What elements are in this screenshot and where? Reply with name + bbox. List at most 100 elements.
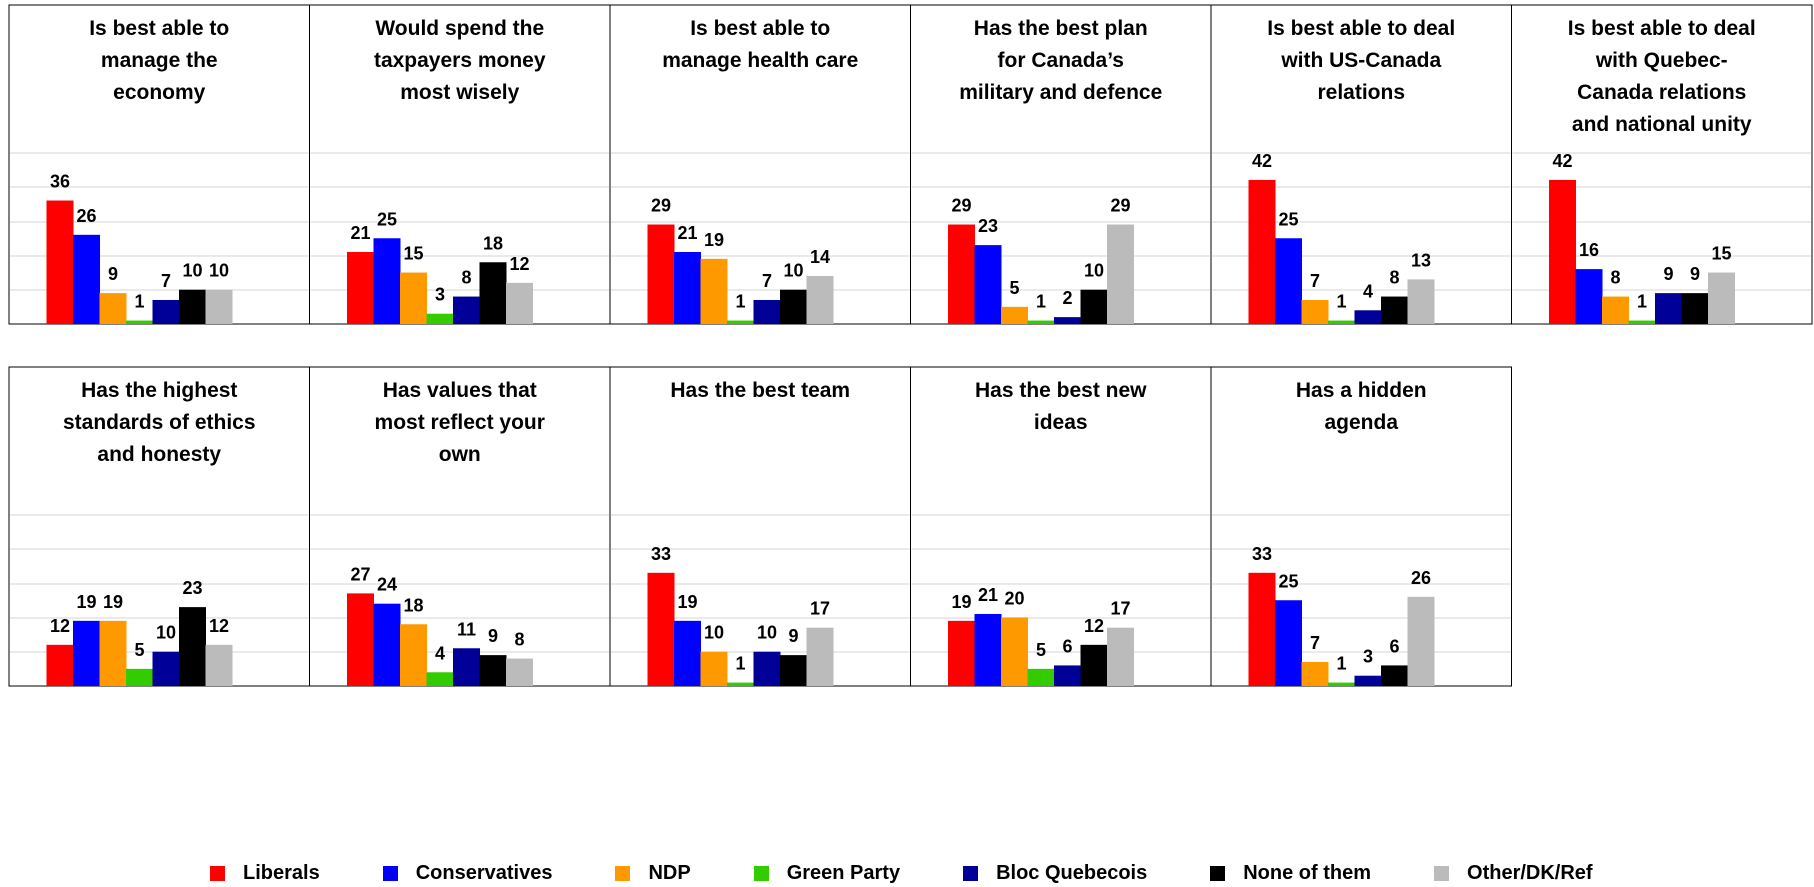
bar-bloc-quebecois [1354, 675, 1382, 686]
data-label: 21 [978, 585, 998, 605]
data-label: 11 [457, 619, 476, 639]
bar-bloc-quebecois [753, 651, 781, 686]
chart-panel: Is best able to manage the economy36269171… [8, 4, 310, 325]
panel-title: Has a hidden agenda [1296, 379, 1427, 434]
legend-item: Conservatives [382, 861, 553, 885]
panel-title-line: manage health care [662, 49, 858, 72]
panel-title: Has values that most reflect your own [375, 379, 545, 466]
bar-ndp [1602, 296, 1629, 324]
bar-conservatives [674, 251, 701, 324]
bar-conservatives [73, 234, 100, 324]
panel-title-line: Is best able to deal [1568, 17, 1756, 40]
data-label: 5 [134, 640, 144, 660]
bar-liberals [948, 224, 975, 324]
data-label: 21 [350, 223, 370, 243]
bar-green-party [1027, 320, 1055, 324]
bar-ndp [700, 651, 728, 686]
bar-none-of-them [1681, 293, 1709, 324]
bar-other-dk-ref [506, 658, 533, 686]
legend-item: None of them [1210, 862, 1371, 885]
data-label: 20 [1004, 588, 1024, 608]
bar-other-dk-ref [806, 627, 834, 686]
data-label: 10 [704, 623, 724, 643]
legend-label: NDP [648, 861, 691, 884]
data-label: 9 [1690, 264, 1700, 284]
bar-bloc-quebecois [453, 648, 480, 686]
bar-liberals [46, 644, 74, 686]
bar-none-of-them [1080, 289, 1108, 324]
panel-title: Has the best plan for Canada’s military an… [959, 17, 1162, 104]
bar-none-of-them [780, 655, 807, 686]
data-label: 1 [1336, 292, 1346, 312]
legend-label: Green Party [786, 861, 901, 884]
legend-swatch [615, 865, 631, 881]
panel-title-line: and national unity [1572, 113, 1752, 136]
panel-title: Has the best team [670, 379, 850, 402]
panel-title-line: with Quebec- [1595, 49, 1728, 72]
bar-conservatives [974, 613, 1002, 686]
data-label: 10 [156, 623, 176, 643]
data-label: 19 [677, 592, 697, 612]
bar-liberals [347, 251, 374, 324]
chart-panel: Would spend the taxpayers money most wisel… [309, 4, 611, 325]
panel-title-line: standards of ethics [63, 411, 256, 434]
data-label: 16 [1579, 240, 1599, 260]
panel-title: Is best able to deal with Quebec- Canada r… [1568, 17, 1756, 136]
bar-other-dk-ref [1407, 596, 1435, 686]
data-label: 12 [209, 616, 229, 636]
data-label: 1 [1336, 654, 1346, 674]
data-label: 18 [403, 595, 423, 615]
bar-green-party [126, 668, 153, 686]
bar-other-dk-ref [1407, 279, 1435, 324]
data-label: 18 [483, 233, 503, 253]
bar-bloc-quebecois [152, 299, 180, 324]
panel-title-line: Is best able to [89, 17, 229, 40]
bar-ndp [1001, 617, 1028, 686]
bar-conservatives [674, 620, 701, 686]
panel-title-line: military and defence [959, 81, 1162, 104]
bar-ndp [99, 620, 127, 686]
bar-conservatives [1275, 600, 1302, 686]
data-label: 15 [1711, 244, 1731, 264]
data-label: 21 [677, 223, 697, 243]
panel-title-line: Has the best plan [974, 17, 1148, 40]
data-label: 12 [1084, 616, 1104, 636]
panel-title-line: and honesty [97, 443, 221, 466]
data-label: 19 [704, 230, 724, 250]
data-label: 26 [76, 206, 96, 226]
data-label: 1 [134, 292, 144, 312]
panel-title-line: Has the best new [975, 379, 1147, 402]
bar-bloc-quebecois [1655, 293, 1682, 324]
data-label: 19 [76, 592, 96, 612]
bar-other-dk-ref [205, 289, 233, 324]
data-label: 42 [1252, 151, 1272, 171]
data-label: 8 [461, 268, 471, 288]
legend: Liberals Conservatives NDP Green Party Bloc … [210, 862, 1656, 884]
legend-label: Liberals [243, 861, 320, 884]
panel-title-line: Has values that [383, 379, 537, 402]
chart-panel: Is best able to manage health care 29 21 19 1… [609, 4, 911, 325]
panel-title: Has the best new ideas [975, 379, 1147, 434]
chart-panel: Has values that most reflect your own 27 24 1… [309, 366, 611, 687]
data-label: 9 [1663, 264, 1673, 284]
panel-title-line: ideas [1034, 411, 1088, 434]
bar-ndp [99, 293, 127, 324]
bar-green-party [1628, 320, 1656, 324]
bar-ndp [700, 258, 728, 324]
data-label: 26 [1411, 568, 1431, 588]
data-label: 29 [651, 196, 671, 216]
panel-title-line: for Canada’s [998, 49, 1124, 72]
data-label: 29 [951, 196, 971, 216]
data-label: 1 [1036, 292, 1046, 312]
bar-green-party [426, 672, 454, 686]
legend-label: Conservatives [415, 861, 553, 884]
bar-ndp [1301, 661, 1329, 686]
bar-liberals [1248, 179, 1276, 324]
bar-green-party [126, 320, 153, 324]
legend-item: NDP [615, 861, 691, 885]
bar-none-of-them [780, 289, 807, 324]
bar-other-dk-ref [1107, 627, 1134, 686]
data-label: 24 [377, 575, 397, 595]
panel-title: Has the highest standards of ethics and ho… [63, 379, 256, 466]
legend-swatch [753, 865, 769, 881]
